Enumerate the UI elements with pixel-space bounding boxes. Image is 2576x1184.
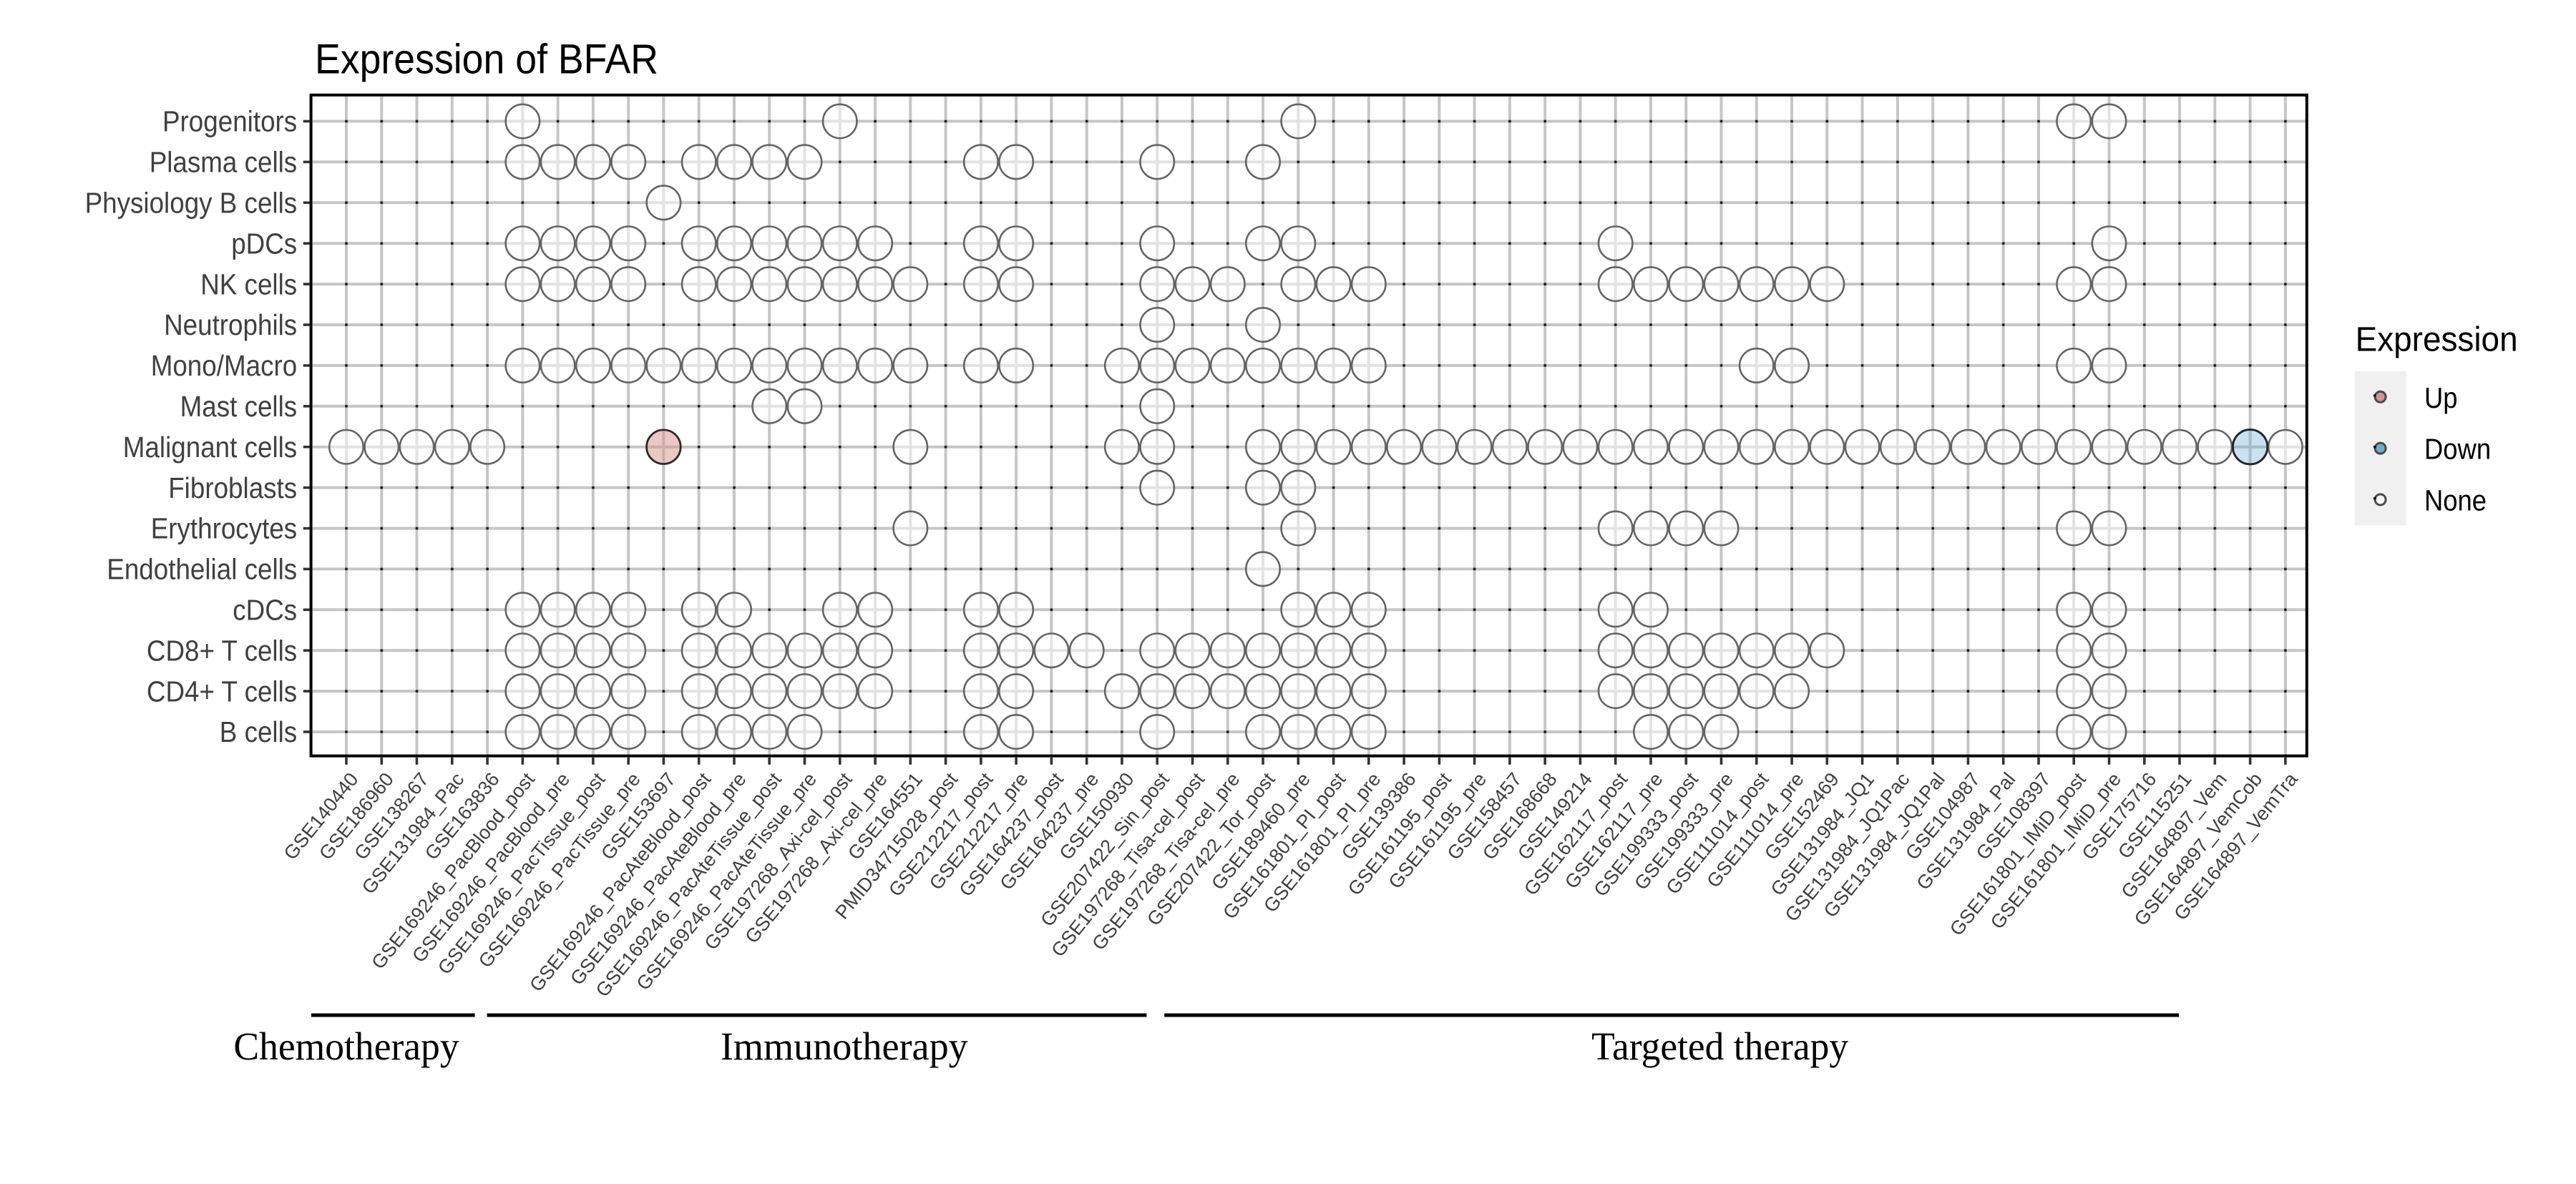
svg-text:Plasma cells: Plasma cells xyxy=(150,146,298,179)
svg-text:CD8+ T cells: CD8+ T cells xyxy=(147,634,297,667)
svg-text:Expression of BFAR: Expression of BFAR xyxy=(315,36,658,83)
svg-text:Mono/Macro: Mono/Macro xyxy=(151,349,298,382)
svg-text:Targeted therapy: Targeted therapy xyxy=(1591,1024,1848,1068)
svg-text:NK cells: NK cells xyxy=(200,268,297,300)
svg-text:B cells: B cells xyxy=(220,715,297,748)
svg-text:Neutrophils: Neutrophils xyxy=(164,308,297,341)
svg-text:Down: Down xyxy=(2424,433,2491,466)
svg-text:Mast cells: Mast cells xyxy=(180,390,298,423)
svg-text:None: None xyxy=(2424,484,2487,517)
svg-text:Chemotherapy: Chemotherapy xyxy=(233,1024,459,1068)
svg-text:Expression: Expression xyxy=(2356,321,2518,359)
svg-text:Erythrocytes: Erythrocytes xyxy=(151,512,298,545)
svg-text:Immunotherapy: Immunotherapy xyxy=(721,1024,968,1068)
svg-text:Fibroblasts: Fibroblasts xyxy=(168,471,297,504)
svg-text:Up: Up xyxy=(2424,381,2458,414)
svg-text:Physiology B cells: Physiology B cells xyxy=(85,187,298,220)
svg-text:Progenitors: Progenitors xyxy=(162,105,297,138)
svg-text:pDCs: pDCs xyxy=(231,227,297,260)
svg-text:Endothelial cells: Endothelial cells xyxy=(107,553,297,586)
svg-text:CD4+ T cells: CD4+ T cells xyxy=(147,675,297,708)
svg-text:Malignant cells: Malignant cells xyxy=(123,431,297,464)
svg-text:cDCs: cDCs xyxy=(233,594,297,627)
